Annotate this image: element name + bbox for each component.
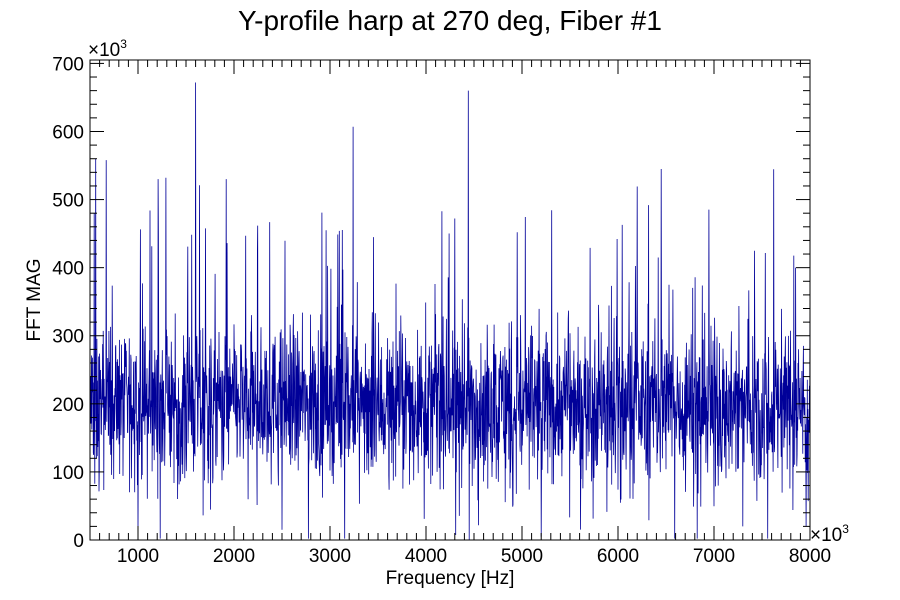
x-multiplier-exp: 3 <box>842 522 849 536</box>
x-tick-label: 4000 <box>405 546 447 567</box>
y-multiplier-exp: 3 <box>120 37 127 51</box>
x-tick-label: 3000 <box>309 546 351 567</box>
x-tick-label: 2000 <box>213 546 255 567</box>
y-axis-title: FFT MAG <box>24 258 45 341</box>
chart-title: Y-profile harp at 270 deg, Fiber #1 <box>238 5 662 36</box>
series-line <box>89 82 811 541</box>
y-tick-label: 500 <box>52 191 84 212</box>
y-tick-label: 100 <box>52 463 84 484</box>
x-axis-title: Frequency [Hz] <box>386 568 515 589</box>
x-tick-label: 6000 <box>597 546 639 567</box>
y-tick-label: 600 <box>52 122 84 143</box>
plot-frame <box>89 59 811 541</box>
x-tick-label: 8000 <box>789 546 831 567</box>
x-tick-label: 5000 <box>501 546 543 567</box>
y-tick-label: 300 <box>52 327 84 348</box>
x-tick-label: 7000 <box>693 546 735 567</box>
y-tick-label: 0 <box>73 531 84 552</box>
y-tick-label: 200 <box>52 395 84 416</box>
plot-area <box>89 82 811 541</box>
y-tick-label: 400 <box>52 259 84 280</box>
x-multiplier-base: ×10 <box>810 525 842 546</box>
y-multiplier: ×103 <box>88 37 127 61</box>
y-tick-label: 700 <box>52 54 84 75</box>
x-tick-label: 1000 <box>117 546 159 567</box>
y-axis: 0 100 200 300 400 500 600 700 <box>52 54 810 552</box>
y-multiplier-base: ×10 <box>88 40 120 61</box>
x-multiplier: ×103 <box>810 522 849 546</box>
x-axis: 1000 2000 3000 4000 5000 6000 7000 8000 <box>89 60 831 567</box>
